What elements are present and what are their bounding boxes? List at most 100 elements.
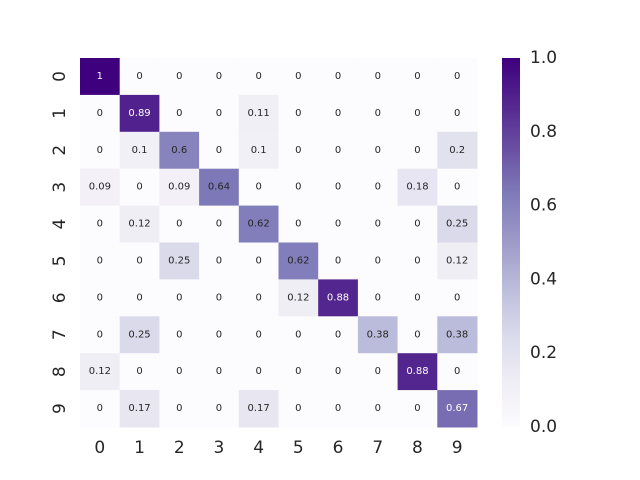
cell-value-label: 0 [335,145,341,156]
colorbar: 0.0 0.2 0.4 0.6 0.8 1.0 [502,48,557,437]
cell-value-label: 0 [136,292,142,303]
cell-value-label: 0.6 [171,145,187,156]
cell-value-label: 0 [216,145,222,156]
y-tick-label: 9 [50,403,70,414]
heatmap-cell [80,58,121,96]
cell-value-label: 0 [176,108,182,119]
heatmap-cell [357,242,399,280]
cell-value-label: 0 [97,145,103,156]
cell-value-label: 0 [414,145,420,156]
cell-value-label: 0.18 [406,182,428,193]
heatmap-cell [238,58,279,96]
y-tick-label: 7 [50,329,70,340]
heatmap-cell [318,205,359,243]
cell-value-label: 0.62 [248,219,270,230]
cell-value-label: 0 [97,219,103,230]
cell-value-label: 0.09 [168,182,190,193]
colorbar-tick-label: 0.0 [530,417,557,437]
heatmap-cell [318,242,359,280]
heatmap-cell [278,205,319,243]
cell-value-label: 0.38 [367,329,389,340]
y-tick-label: 1 [50,108,70,119]
heatmap-cell [318,279,359,317]
heatmap-cell [357,58,399,96]
x-tick-label: 5 [293,438,304,458]
cell-value-label: 0.12 [89,366,111,377]
cell-value-label: 0.12 [446,255,468,266]
heatmap-cell [238,94,279,133]
cell-value-label: 0 [216,71,222,82]
heatmap-cell [318,94,359,133]
cell-value-label: 0 [295,108,301,119]
cell-value-label: 0 [255,182,261,193]
cell-value-label: 0 [335,255,341,266]
colorbar-tick-label: 0.8 [530,122,557,142]
y-tick-label: 2 [50,145,70,156]
x-axis-ticks: 0 1 2 3 4 5 6 7 8 9 [94,438,462,458]
heatmap-cell [357,205,399,243]
x-tick-label: 8 [412,438,423,458]
cell-value-label: 0.17 [128,403,150,414]
heatmap-cell [238,205,279,243]
cell-value-label: 0 [295,403,301,414]
heatmap-cell [437,390,478,428]
cell-value-label: 0 [176,403,182,414]
cell-value-label: 0 [295,182,301,193]
cell-value-label: 0.88 [327,292,349,303]
heatmap-cell [397,58,438,96]
x-tick-label: 3 [214,438,225,458]
heatmap-cell [238,168,279,207]
cell-value-label: 0 [216,108,222,119]
heatmap-cell [437,242,478,280]
colorbar-gradient [502,58,520,427]
heatmap-cell [199,316,240,354]
cell-value-label: 0 [335,108,341,119]
cell-value-label: 0 [335,403,341,414]
heatmap-cell [119,316,160,354]
heatmap-cell [199,168,240,207]
heatmap-cell [199,279,240,317]
cell-value-label: 0 [335,366,341,377]
heatmap-cell [397,131,438,170]
cell-value-label: 0 [454,182,460,193]
heatmap-cell [119,390,160,428]
cell-value-label: 0 [335,329,341,340]
cell-value-label: 0 [136,366,142,377]
heatmap-cell [318,131,359,170]
heatmap-cell [357,353,399,391]
heatmap-cell [397,390,438,428]
heatmap-cell [318,353,359,391]
heatmap-cell [318,58,359,96]
heatmap-cell [278,353,319,391]
heatmap-cell [80,94,121,133]
x-tick-label: 4 [253,438,264,458]
heatmap-cell [437,205,478,243]
heatmap-cell [437,168,478,207]
heatmap-cell [357,168,399,207]
cell-value-label: 0 [375,255,381,266]
heatmap-cell [80,168,121,207]
cell-value-label: 0 [216,292,222,303]
heatmap-cell [159,168,200,207]
cell-value-label: 0 [255,71,261,82]
cell-value-label: 0 [97,292,103,303]
heatmap-cell [80,353,121,391]
heatmap-cell [278,316,319,354]
heatmap-cell [437,131,478,170]
cell-value-label: 0 [335,71,341,82]
x-tick-label: 7 [372,438,383,458]
cell-value-label: 0.89 [128,108,150,119]
cell-value-label: 0 [295,366,301,377]
heatmap-cell [238,279,279,317]
cell-value-label: 0.25 [446,219,468,230]
heatmap-cell [159,316,200,354]
heatmap-cell [437,353,478,391]
cell-value-label: 0 [176,219,182,230]
heatmap-cell [357,94,399,133]
y-tick-label: 3 [50,182,70,193]
cell-value-label: 0 [375,219,381,230]
heatmap-cell [278,390,319,428]
cell-value-label: 0.62 [287,255,309,266]
heatmap-cell [80,316,121,354]
cell-value-label: 0 [216,219,222,230]
